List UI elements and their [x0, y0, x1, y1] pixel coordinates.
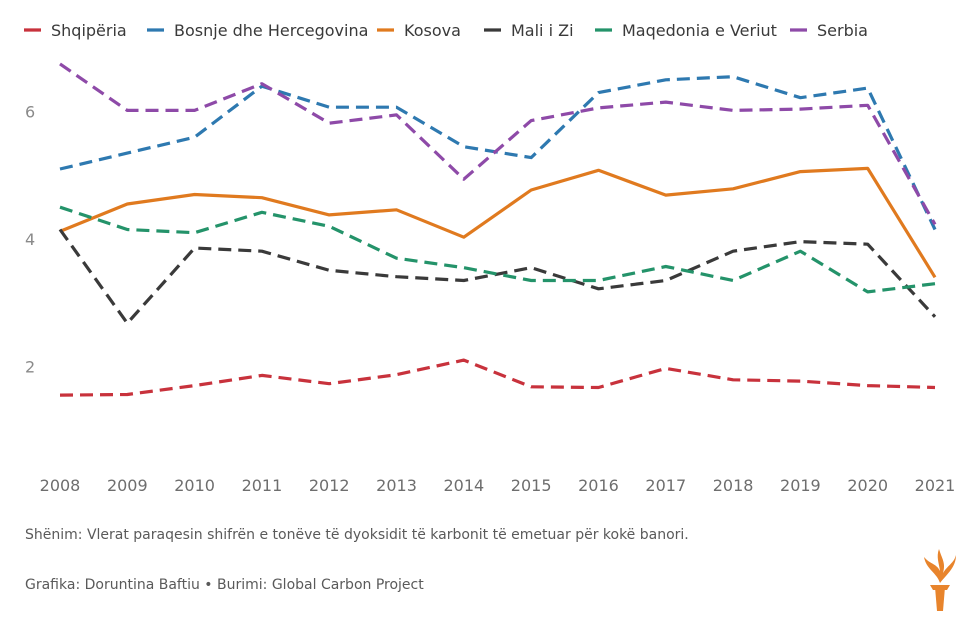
legend-label-mali-i-zi: Mali i Zi	[511, 21, 574, 40]
x-tick-label-2016: 2016	[578, 476, 619, 495]
series-line-bosnje-dhe-hercegovina	[59, 75, 937, 231]
x-tick-label-2011: 2011	[242, 476, 283, 495]
legend-label-bosnje-dhe-hercegovina: Bosnje dhe Hercegovina	[174, 21, 368, 40]
x-tick-label-2012: 2012	[309, 476, 350, 495]
series-line-maqedonia-e-veriut	[59, 205, 936, 294]
x-tick-label-2010: 2010	[174, 476, 215, 495]
y-axis-ticks: 2 4 6	[25, 103, 35, 377]
x-tick-label-2019: 2019	[780, 476, 821, 495]
x-tick-label-2013: 2013	[376, 476, 417, 495]
y-tick-label-4: 4	[25, 230, 35, 249]
y-tick-label-2: 2	[25, 357, 35, 376]
x-tick-label-2009: 2009	[107, 476, 148, 495]
chart-note: Shënim: Vlerat paraqesin shifrën e tonëv…	[25, 527, 689, 543]
series-line-mali-i-zi	[58, 228, 937, 325]
x-tick-label-2020: 2020	[847, 476, 888, 495]
series-line-kosova	[59, 166, 937, 279]
x-tick-label-2018: 2018	[713, 476, 754, 495]
x-tick-label-2017: 2017	[645, 476, 686, 495]
chart-credit: Grafika: Doruntina Baftiu • Burimi: Glob…	[25, 577, 424, 593]
series-line-shqiperia	[59, 358, 936, 397]
legend-label-shqiperia: Shqipëria	[51, 21, 127, 40]
chart-legend: Shqipëria Bosnje dhe Hercegovina Kosova Mal…	[24, 21, 868, 40]
legend-label-kosova: Kosova	[404, 21, 461, 40]
torch-logo-icon	[924, 549, 956, 611]
series-line-serbia	[59, 62, 937, 226]
series-lines	[58, 62, 937, 397]
y-tick-label-6: 6	[25, 103, 35, 122]
x-tick-label-2021: 2021	[915, 476, 956, 495]
x-axis-ticks: 2008 2009 2010 2011 2012 2013 2014 2015 2016 2017…	[40, 476, 956, 495]
x-tick-label-2008: 2008	[40, 476, 81, 495]
legend-label-maqedonia-e-veriut: Maqedonia e Veriut	[622, 21, 777, 40]
legend-label-serbia: Serbia	[817, 21, 868, 40]
x-tick-label-2014: 2014	[443, 476, 484, 495]
x-tick-label-2015: 2015	[511, 476, 552, 495]
